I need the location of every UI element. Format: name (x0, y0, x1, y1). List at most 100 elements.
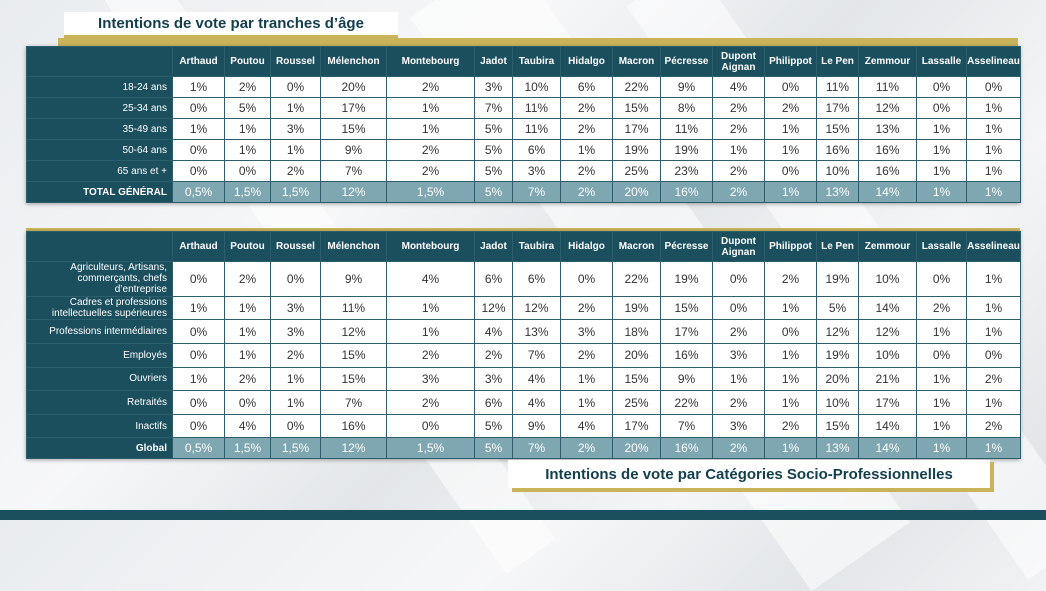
column-header: Poutou (224, 46, 271, 77)
table-cell: 2% (270, 160, 321, 182)
table-cell: 2% (560, 160, 613, 182)
table-cell: 1% (386, 118, 475, 140)
table-cell: 5% (474, 413, 513, 439)
table-cell: 0% (712, 261, 765, 297)
table-cell: 3% (712, 343, 765, 368)
table-cell: 5% (224, 97, 271, 119)
table-cell: 1% (966, 118, 1021, 140)
table-cell: 1% (966, 160, 1021, 182)
table-cell: 10% (512, 76, 561, 98)
table-cell: 11% (858, 76, 917, 98)
table-cell: 2% (386, 390, 475, 415)
table-cell: 7% (512, 343, 561, 368)
table-cell: 11% (660, 118, 713, 140)
table-cell: 5% (816, 295, 859, 321)
table-cell: 1% (172, 76, 225, 98)
table-cell: 0% (916, 97, 967, 119)
table-cell: 0% (764, 76, 817, 98)
column-header: Arthaud (172, 46, 225, 77)
table-cell: 1% (764, 366, 817, 392)
table-cell: 18% (612, 319, 661, 345)
row-label: 35-49 ans (26, 118, 173, 140)
column-header: Dupont Aignan (712, 46, 765, 77)
table-cell: 1% (560, 366, 613, 392)
table-cell: 0% (916, 343, 967, 368)
total-label: Global (26, 437, 173, 459)
table-cell: 4% (712, 76, 765, 98)
table-cell: 2% (560, 97, 613, 119)
table-cell: 25% (612, 160, 661, 182)
table-cell: 0% (916, 261, 967, 297)
total-cell: 20% (612, 437, 661, 459)
table-cell: 0% (172, 390, 225, 415)
table-cell: 2% (386, 160, 475, 182)
table-cell: 16% (816, 139, 859, 161)
total-cell: 1,5% (270, 181, 321, 203)
table-cell: 0% (172, 97, 225, 119)
table-cell: 1% (270, 97, 321, 119)
table-cell: 20% (816, 366, 859, 392)
table-cell: 2% (916, 295, 967, 321)
table-cell: 2% (712, 97, 765, 119)
table-cell: 22% (660, 390, 713, 415)
table-cell: 16% (858, 160, 917, 182)
table-cell: 20% (320, 76, 387, 98)
table-cell: 19% (612, 295, 661, 321)
table-cell: 20% (612, 343, 661, 368)
table-cell: 15% (320, 366, 387, 392)
table-cell: 1% (916, 160, 967, 182)
csp-table: Arthaud Poutou Roussel Mélenchon Montebourg J… (26, 231, 1021, 459)
table-cell: 1% (966, 295, 1021, 321)
table-cell: 1% (764, 390, 817, 415)
table-cell: 1% (916, 118, 967, 140)
table-cell: 1% (224, 343, 271, 368)
total-cell: 1% (916, 181, 967, 203)
table-cell: 5% (474, 139, 513, 161)
column-header: Hidalgo (560, 231, 613, 262)
table-cell: 12% (474, 295, 513, 321)
column-header: Poutou (224, 231, 271, 262)
total-cell: 7% (512, 181, 561, 203)
table-cell: 10% (816, 390, 859, 415)
table-cell: 9% (320, 261, 387, 297)
table-cell: 2% (386, 139, 475, 161)
table-row: 25-34 ans 0% 5% 1% 17% 1% 7% 11% 2% 15% 8% 2% 2% 17% 1… (26, 97, 1021, 119)
table-cell: 14% (858, 295, 917, 321)
table-cell: 2% (560, 343, 613, 368)
total-cell: 2% (560, 437, 613, 459)
age-table-title: Intentions de vote par tranches d’âge (64, 12, 398, 40)
table-cell: 3% (386, 366, 475, 392)
table-row: Retraités 0% 0% 1% 7% 2% 6% 4% 1% 25% 22% 2% 1% 10% 17… (26, 390, 1021, 415)
total-cell: 1,5% (386, 181, 475, 203)
table-cell: 7% (660, 413, 713, 439)
column-header: Philippot (764, 231, 817, 262)
table-cell: 0% (172, 160, 225, 182)
table-cell: 7% (474, 97, 513, 119)
table-cell: 16% (858, 139, 917, 161)
row-label: Retraités (26, 390, 173, 415)
table-cell: 15% (320, 343, 387, 368)
table-cell: 8% (660, 97, 713, 119)
table-cell: 0% (966, 343, 1021, 368)
table-cell: 0% (172, 261, 225, 297)
table-cell: 1% (966, 390, 1021, 415)
table-cell: 11% (816, 76, 859, 98)
column-header: Hidalgo (560, 46, 613, 77)
table-cell: 0% (966, 76, 1021, 98)
table-cell: 0% (764, 319, 817, 345)
table-cell: 2% (560, 295, 613, 321)
column-header: Arthaud (172, 231, 225, 262)
table-row: 65 ans et +0% 0% 2% 7% 2% 5% 3% 2% 25% 23% 2% 0% 10%… (26, 160, 1021, 182)
table-cell: 2% (712, 160, 765, 182)
column-header: Taubira (512, 46, 561, 77)
table-cell: 0% (712, 295, 765, 321)
table-cell: 0% (172, 413, 225, 439)
table-cell: 0% (560, 261, 613, 297)
table-row: Employés 0% 1% 2% 15% 2% 2% 7% 2% 20% 16% 3% 1% 19% 10… (26, 343, 1021, 368)
table-cell: 3% (512, 160, 561, 182)
column-header: Philippot (764, 46, 817, 77)
table-cell: 15% (660, 295, 713, 321)
table-cell: 0% (224, 390, 271, 415)
table-corner (26, 231, 173, 262)
table-cell: 2% (764, 97, 817, 119)
